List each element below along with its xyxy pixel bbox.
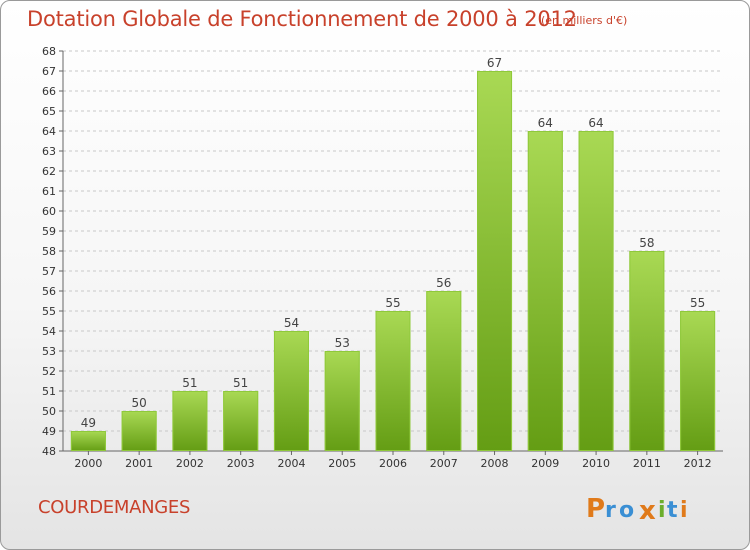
data-label: 49 bbox=[81, 416, 96, 430]
x-tick-label: 2011 bbox=[633, 457, 661, 470]
bar-edge bbox=[121, 411, 157, 451]
data-label: 53 bbox=[335, 336, 350, 350]
labels: 48 49 50 51 52 53 54 55 56 57 58 59 60 61 62 63 64 65 66 67… bbox=[42, 45, 712, 470]
x-tick-label: 2002 bbox=[176, 457, 204, 470]
chart-unit: (en milliers d'€) bbox=[541, 14, 628, 27]
data-label: 67 bbox=[487, 56, 502, 70]
x-tick-label: 2006 bbox=[379, 457, 407, 470]
bar-edge bbox=[70, 431, 106, 451]
y-tick-label: 67 bbox=[42, 65, 56, 78]
data-label: 64 bbox=[538, 116, 553, 130]
bar-edge bbox=[223, 391, 259, 451]
y-tick-label: 64 bbox=[42, 125, 56, 138]
x-tick-label: 2000 bbox=[74, 457, 102, 470]
bar bbox=[273, 331, 309, 451]
bar bbox=[680, 311, 716, 451]
bar bbox=[375, 311, 411, 451]
data-label: 55 bbox=[385, 296, 400, 310]
bar-edge bbox=[172, 391, 208, 451]
data-label: 51 bbox=[182, 376, 197, 390]
bar bbox=[172, 391, 208, 451]
x-tick-label: 2012 bbox=[684, 457, 712, 470]
bar bbox=[477, 71, 513, 451]
y-tick-label: 60 bbox=[42, 205, 56, 218]
bar-edge bbox=[324, 351, 360, 451]
proxiti-logo: P r o x i t i bbox=[586, 494, 688, 525]
y-tick-label: 56 bbox=[42, 285, 56, 298]
chart-title: Dotation Globale de Fonctionnement de 20… bbox=[27, 7, 577, 31]
y-tick-label: 57 bbox=[42, 265, 56, 278]
bar-edge bbox=[629, 251, 665, 451]
logo-letter: i bbox=[658, 498, 666, 523]
y-tick-label: 52 bbox=[42, 365, 56, 378]
y-tick-label: 62 bbox=[42, 165, 56, 178]
x-tick-label: 2010 bbox=[582, 457, 610, 470]
y-tick-label: 55 bbox=[42, 305, 56, 318]
bar-edge bbox=[680, 311, 716, 451]
x-tick-label: 2004 bbox=[277, 457, 305, 470]
bar bbox=[426, 291, 462, 451]
bar bbox=[324, 351, 360, 451]
data-label: 64 bbox=[588, 116, 603, 130]
bar-edge bbox=[273, 331, 309, 451]
bar bbox=[527, 131, 563, 451]
x-tick-label: 2009 bbox=[531, 457, 559, 470]
x-tick-label: 2005 bbox=[328, 457, 356, 470]
y-tick-label: 68 bbox=[42, 45, 56, 58]
logo-letter: P bbox=[586, 494, 605, 524]
x-tick-label: 2008 bbox=[481, 457, 509, 470]
bar-edge bbox=[527, 131, 563, 451]
bar-edge bbox=[477, 71, 513, 451]
logo-letter: i bbox=[680, 498, 688, 523]
logo-letter: t bbox=[667, 498, 678, 523]
bar-edge bbox=[426, 291, 462, 451]
x-tick-label: 2003 bbox=[227, 457, 255, 470]
bar bbox=[629, 251, 665, 451]
data-label: 56 bbox=[436, 276, 451, 290]
bar bbox=[121, 411, 157, 451]
data-label: 50 bbox=[132, 396, 147, 410]
y-tick-label: 48 bbox=[42, 445, 56, 458]
y-tick-label: 59 bbox=[42, 225, 56, 238]
logo-letter: r bbox=[605, 498, 616, 523]
y-tick-label: 54 bbox=[42, 325, 56, 338]
x-tick-label: 2007 bbox=[430, 457, 458, 470]
y-tick-label: 61 bbox=[42, 185, 56, 198]
y-tick-label: 53 bbox=[42, 345, 56, 358]
data-label: 51 bbox=[233, 376, 248, 390]
y-tick-label: 49 bbox=[42, 425, 56, 438]
logo-letter: o bbox=[619, 498, 634, 523]
data-label: 54 bbox=[284, 316, 299, 330]
bar-edge bbox=[578, 131, 614, 451]
bar bbox=[70, 431, 106, 451]
y-tick-label: 63 bbox=[42, 145, 56, 158]
data-label: 58 bbox=[639, 236, 654, 250]
y-tick-label: 66 bbox=[42, 85, 56, 98]
bar bbox=[578, 131, 614, 451]
x-tick-label: 2001 bbox=[125, 457, 153, 470]
y-tick-label: 51 bbox=[42, 385, 56, 398]
y-tick-label: 58 bbox=[42, 245, 56, 258]
bars bbox=[70, 71, 716, 451]
y-tick-label: 50 bbox=[42, 405, 56, 418]
y-tick-label: 65 bbox=[42, 105, 56, 118]
commune-name: COURDEMANGES bbox=[38, 497, 191, 518]
data-label: 55 bbox=[690, 296, 705, 310]
bar bbox=[223, 391, 259, 451]
logo-letter: x bbox=[639, 496, 656, 525]
bar-edge bbox=[375, 311, 411, 451]
